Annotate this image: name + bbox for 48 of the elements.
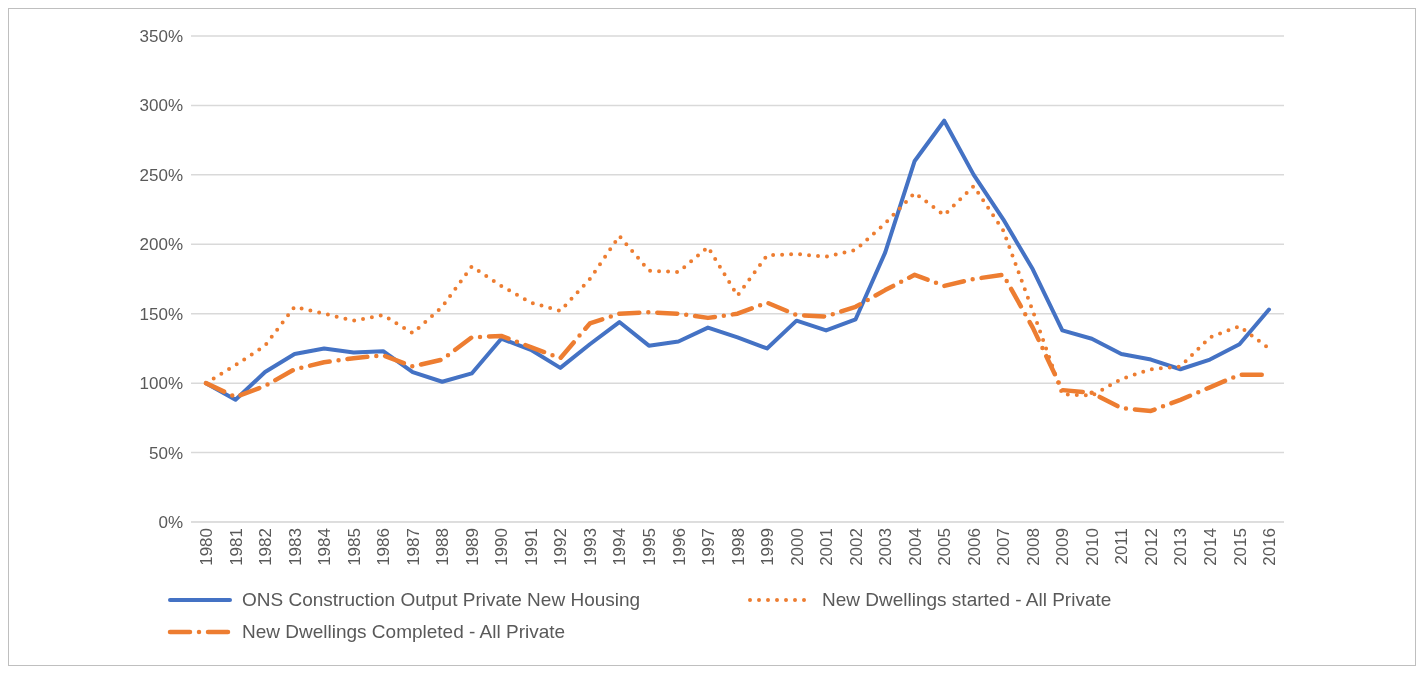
x-tick-label: 1995 (639, 528, 659, 566)
x-tick-label: 1986 (374, 528, 394, 566)
x-tick-label: 2016 (1260, 528, 1280, 566)
y-tick-label: 150% (139, 304, 183, 324)
x-tick-label: 2015 (1230, 528, 1250, 566)
x-tick-label: 1991 (521, 528, 541, 566)
legend-label: ONS Construction Output Private New Housing (242, 589, 641, 611)
y-tick-label: 300% (139, 96, 183, 116)
y-tick-label: 350% (139, 27, 183, 47)
x-tick-label: 1984 (315, 528, 335, 566)
x-tick-label: 2008 (1023, 528, 1043, 566)
x-tick-label: 1992 (551, 528, 571, 566)
x-tick-label: 2012 (1141, 528, 1161, 566)
x-tick-label: 1980 (197, 528, 217, 566)
x-tick-label: 2007 (994, 528, 1014, 566)
x-tick-label: 1982 (256, 528, 276, 566)
x-tick-label: 2014 (1201, 528, 1221, 566)
x-tick-label: 2010 (1082, 528, 1102, 566)
x-tick-label: 1997 (699, 528, 719, 566)
x-tick-label: 1994 (610, 528, 630, 566)
x-tick-label: 2009 (1053, 528, 1073, 566)
y-tick-label: 100% (139, 374, 183, 394)
x-tick-label: 1987 (403, 528, 423, 566)
x-tick-label: 2001 (817, 528, 837, 566)
x-tick-label: 1998 (728, 528, 748, 566)
legend-label: New Dwellings started - All Private (822, 589, 1112, 611)
x-tick-label: 2006 (964, 528, 984, 566)
x-tick-label: 2005 (935, 528, 955, 566)
x-tick-label: 1993 (580, 528, 600, 566)
x-tick-label: 1990 (492, 528, 512, 566)
x-tick-label: 2004 (905, 528, 925, 566)
x-tick-label: 1985 (344, 528, 364, 566)
x-tick-label: 1989 (462, 528, 482, 566)
x-tick-label: 1981 (226, 528, 246, 566)
y-tick-label: 0% (158, 513, 183, 533)
x-tick-label: 1983 (285, 528, 305, 566)
y-tick-label: 200% (139, 235, 183, 255)
x-tick-label: 2002 (846, 528, 866, 566)
x-tick-label: 2003 (876, 528, 896, 566)
x-tick-label: 2013 (1171, 528, 1191, 566)
x-tick-label: 1996 (669, 528, 689, 566)
y-tick-label: 50% (148, 443, 183, 463)
x-tick-label: 1988 (433, 528, 453, 566)
x-tick-label: 2011 (1112, 528, 1132, 565)
legend-label: New Dwellings Completed - All Private (242, 621, 566, 643)
y-tick-label: 250% (139, 165, 183, 185)
x-tick-label: 2000 (787, 528, 807, 566)
x-tick-label: 1999 (758, 528, 778, 566)
